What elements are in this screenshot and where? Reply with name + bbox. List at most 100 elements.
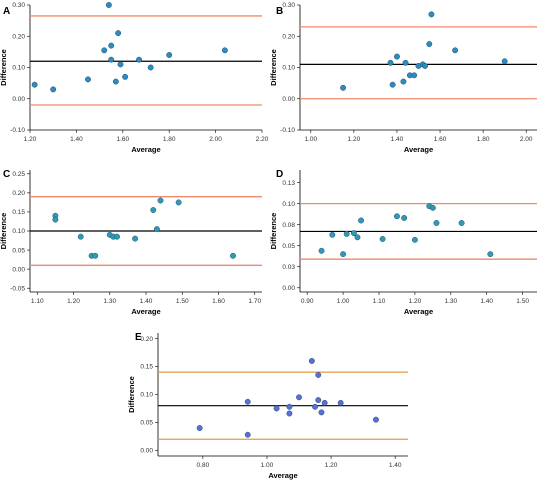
data-point — [372, 416, 379, 423]
x-tick-label: 1.20 — [67, 298, 80, 305]
data-point — [150, 207, 157, 213]
data-point — [321, 399, 328, 406]
data-point — [230, 252, 236, 259]
y-axis-title: Difference — [269, 49, 278, 86]
y-tick-label: -0.10 — [280, 127, 295, 134]
data-point — [429, 204, 436, 211]
x-tick-label: 1.20 — [325, 462, 338, 469]
y-tick-label: 0.00 — [282, 285, 295, 292]
data-point — [244, 398, 251, 405]
y-tick-label: 0.05 — [12, 247, 25, 254]
x-tick-label: 1.40 — [389, 462, 402, 469]
x-tick-label: 0.90 — [301, 298, 314, 305]
x-tick-label: 1.50 — [176, 298, 189, 305]
panel-letter: B — [276, 6, 283, 17]
data-point — [286, 403, 293, 410]
data-point — [501, 58, 508, 65]
data-point — [318, 409, 325, 416]
x-tick-label: 1.00 — [304, 136, 317, 143]
data-point — [428, 11, 435, 18]
data-point — [101, 47, 108, 54]
data-point — [487, 251, 494, 258]
x-tick-label: 1.00 — [337, 298, 350, 305]
y-tick-label: 0.10 — [12, 65, 25, 72]
data-point — [315, 371, 322, 378]
y-tick-label: 0.10 — [282, 201, 295, 208]
x-tick-label: 1.30 — [444, 298, 457, 305]
data-point — [117, 61, 124, 68]
y-tick-label: 0.10 — [282, 65, 295, 72]
data-point — [400, 78, 407, 85]
data-point — [315, 397, 322, 404]
x-tick-label: 2.00 — [209, 136, 222, 143]
data-point — [394, 213, 400, 220]
x-tick-label: 1.80 — [477, 136, 490, 143]
data-point — [343, 230, 350, 237]
data-point — [394, 53, 400, 60]
data-point — [108, 42, 115, 49]
data-point — [401, 215, 408, 221]
data-point — [358, 217, 364, 224]
data-point — [114, 233, 120, 240]
x-tick-label: 1.50 — [516, 298, 529, 305]
panel-letter: D — [276, 169, 283, 180]
data-point — [50, 86, 57, 93]
data-point — [452, 47, 459, 54]
y-tick-label: 0.30 — [282, 2, 295, 9]
y-axis-title: Difference — [127, 376, 136, 413]
y-tick-label: 0.30 — [12, 2, 25, 9]
y-tick-label: 0.20 — [12, 190, 25, 197]
y-axis-title: Difference — [269, 213, 278, 250]
y-tick-label: 0.10 — [12, 228, 25, 235]
y-tick-label: 0.00 — [12, 96, 25, 103]
data-point — [157, 197, 164, 204]
data-point — [337, 399, 344, 406]
data-point — [387, 59, 394, 66]
x-axis-title: Average — [404, 145, 433, 154]
y-tick-label: 0.05 — [282, 243, 295, 250]
data-point — [175, 199, 182, 206]
y-tick-label: 0.00 — [282, 96, 295, 103]
data-point — [196, 425, 203, 431]
data-point — [422, 62, 428, 69]
x-tick-label: 2.00 — [520, 136, 533, 143]
x-tick-label: 1.60 — [212, 298, 225, 305]
x-tick-label: 1.20 — [24, 136, 37, 143]
y-tick-label: 0.13 — [282, 180, 295, 187]
panel-letter: E — [135, 332, 142, 343]
data-point — [244, 431, 251, 438]
x-tick-label: 0.80 — [197, 462, 210, 469]
y-tick-label: -0.05 — [10, 285, 25, 292]
y-tick-label: -0.10 — [10, 127, 25, 134]
y-tick-label: 0.00 — [140, 448, 153, 455]
data-point — [92, 252, 99, 259]
panel-c: C 1.10 1.20 1.30 1.40 1.50 1.60 1.70 -0.05 0.00 0.… — [0, 169, 262, 316]
x-tick-label: 1.60 — [116, 136, 129, 143]
data-point — [318, 247, 325, 254]
x-tick-label: 1.20 — [409, 298, 422, 305]
data-point — [77, 233, 84, 240]
data-point — [340, 84, 347, 91]
data-point — [105, 2, 112, 8]
panel-d: D 0.90 1.00 1.10 1.20 1.30 1.40 1.50 0.00 0.03 0.0… — [269, 169, 537, 316]
data-point — [122, 73, 129, 80]
x-axis-title: Average — [268, 471, 297, 480]
y-axis-title: Difference — [0, 49, 8, 86]
data-point — [426, 41, 433, 48]
data-point — [85, 76, 91, 83]
data-point — [286, 410, 293, 417]
data-point — [354, 234, 361, 241]
data-point — [221, 47, 228, 54]
x-tick-label: 1.70 — [248, 298, 261, 305]
data-point — [273, 405, 280, 412]
panel-letter: A — [3, 6, 10, 17]
y-tick-label: 0.03 — [282, 264, 295, 271]
x-axis-title: Average — [404, 307, 433, 316]
y-tick-label: 0.20 — [12, 33, 25, 40]
y-tick-label: 0.15 — [140, 364, 153, 371]
x-tick-label: 1.10 — [373, 298, 386, 305]
data-point — [136, 56, 142, 63]
data-point — [132, 235, 139, 242]
data-point — [308, 358, 315, 364]
x-tick-label: 2.20 — [256, 136, 269, 143]
